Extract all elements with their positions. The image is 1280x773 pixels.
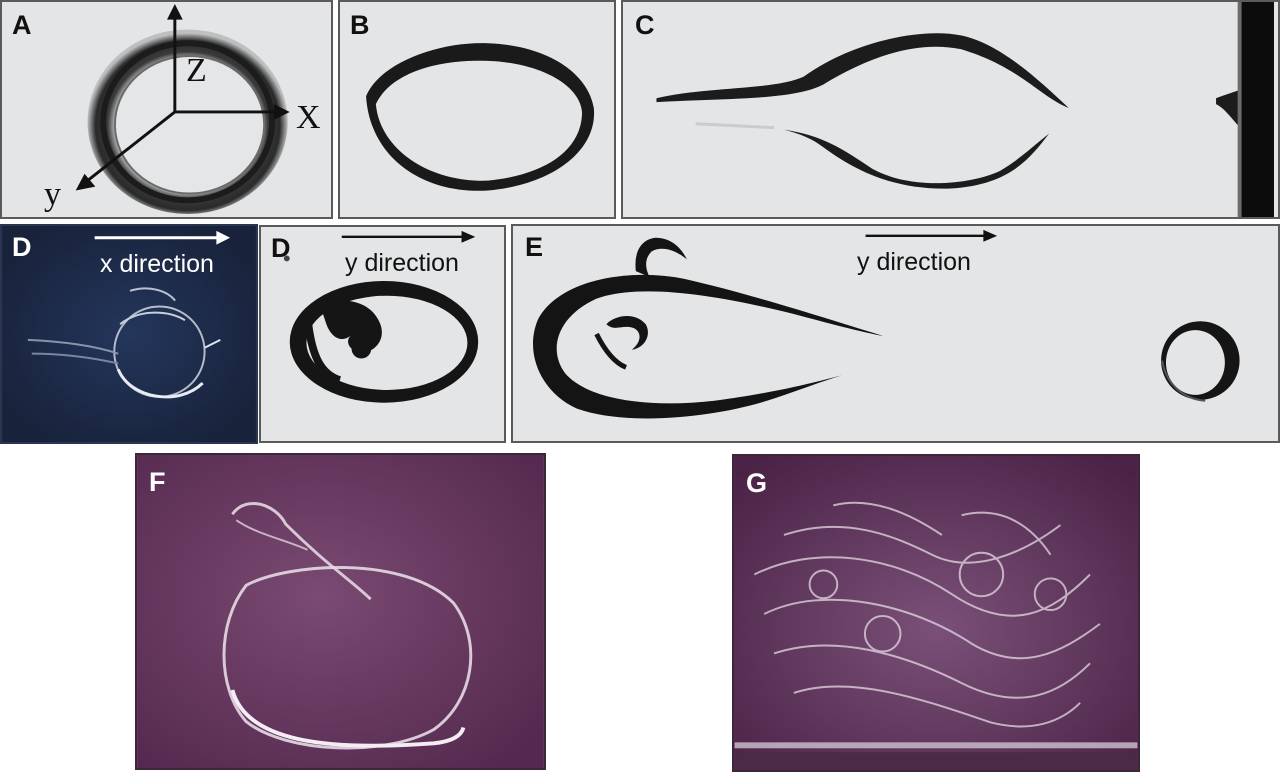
panel-a: A Z X y <box>0 0 333 219</box>
x-arrow-head <box>274 104 290 120</box>
panel-g: G <box>732 454 1140 772</box>
panel-b: B <box>338 0 616 219</box>
panel-e: E y direction <box>511 224 1280 443</box>
panel-c: C <box>621 0 1280 219</box>
droplet <box>222 566 473 750</box>
x-axis-label: X <box>296 99 321 136</box>
z-axis-label: Z <box>186 52 207 89</box>
panel-e-image <box>532 229 1240 419</box>
z-arrow-head <box>166 3 183 20</box>
direction-arrow-head <box>461 230 476 243</box>
elongated-droplet <box>532 274 884 419</box>
panel-g-image <box>734 456 1138 770</box>
direction-label: y direction <box>345 249 459 277</box>
y-axis-label: y <box>44 176 61 213</box>
panel-d-y: D y direction <box>259 225 506 443</box>
direction-arrow-head <box>983 229 998 242</box>
panel-c-image <box>656 2 1274 217</box>
panel-label: D <box>12 232 32 262</box>
panel-d-x: D x direction <box>0 224 258 444</box>
panel-b-image <box>366 43 595 191</box>
panel-label: F <box>149 467 166 497</box>
panel-label: G <box>746 468 768 498</box>
panel-label: C <box>635 10 655 40</box>
panel-d-y-image <box>283 230 479 403</box>
panel-label: D <box>271 233 291 263</box>
y-arrow-head <box>75 173 96 191</box>
tail-strand <box>231 502 372 601</box>
direction-label: x direction <box>100 250 214 278</box>
panel-label: E <box>525 232 544 262</box>
panel-f: F <box>135 453 546 770</box>
panel-label: A <box>12 10 32 40</box>
panel-f-image <box>137 455 544 768</box>
panel-a-image <box>75 3 290 215</box>
direction-arrow-head <box>216 230 231 245</box>
turbulent-mixing <box>753 501 1101 728</box>
panel-d-x-image <box>2 226 256 442</box>
panel-label: B <box>350 10 370 40</box>
direction-label: y direction <box>857 248 971 276</box>
